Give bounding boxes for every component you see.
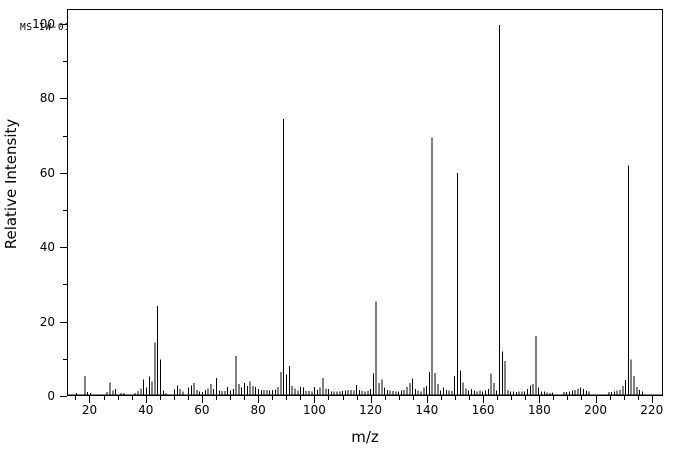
- x-tick-label: 40: [138, 403, 154, 417]
- x-tick-label: 200: [584, 403, 607, 417]
- x-tick-label: 80: [250, 403, 266, 417]
- y-tick-label: 0: [47, 389, 55, 403]
- x-tick-label: 140: [415, 403, 439, 417]
- x-axis-title: m/z: [351, 428, 379, 446]
- x-tick-label: 220: [640, 403, 664, 417]
- y-tick-label: 60: [39, 165, 55, 180]
- x-tick-label: 60: [194, 403, 210, 417]
- sample-code-label: MS-IW-0185: [20, 22, 84, 33]
- x-tick-label: 180: [527, 403, 551, 417]
- y-axis-title: Relative Intensity: [2, 118, 20, 250]
- y-axis-ticks: [60, 24, 67, 397]
- peak-group: [68, 24, 662, 395]
- y-tick-label: 100: [32, 16, 55, 31]
- y-tick-label: 80: [39, 91, 55, 106]
- plot-frame: [67, 9, 663, 396]
- x-tick-label: 100: [302, 403, 326, 417]
- spectrum-plot-area: [68, 24, 662, 395]
- x-tick-label: 20: [81, 403, 98, 417]
- y-tick-label: 40: [39, 240, 55, 255]
- x-axis-ticks: [75, 396, 653, 403]
- x-tick-label: 160: [471, 403, 495, 417]
- y-tick-label: 20: [39, 314, 55, 329]
- x-tick-label: 120: [359, 403, 383, 417]
